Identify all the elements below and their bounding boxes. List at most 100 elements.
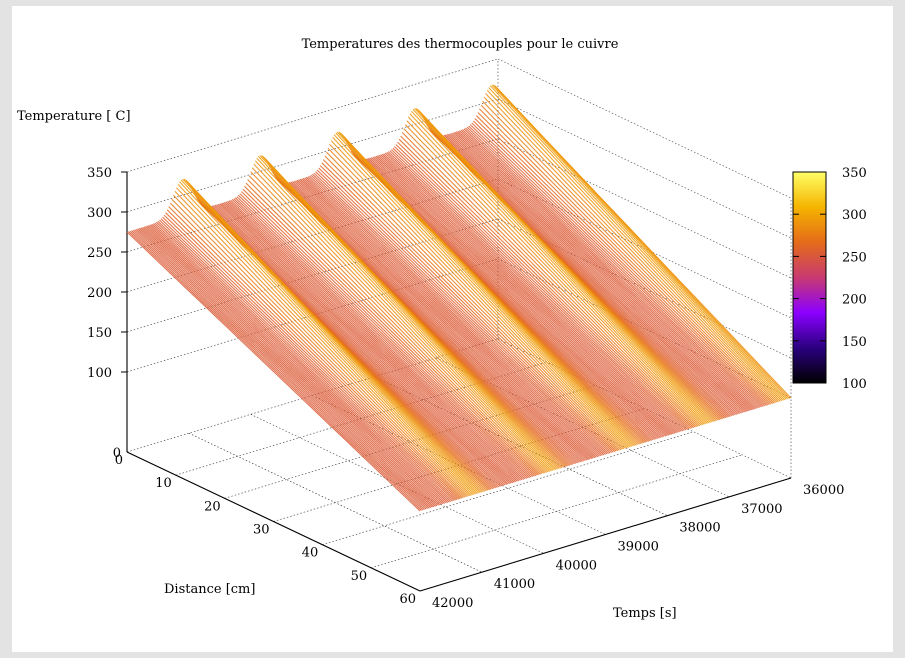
surface-line xyxy=(177,184,472,496)
z-tick-label: 250 xyxy=(87,246,112,261)
surface-line xyxy=(389,150,684,432)
surface-line xyxy=(299,178,594,459)
surface-line xyxy=(166,209,461,500)
surface-line xyxy=(339,132,634,447)
surface-line xyxy=(329,143,623,450)
surface-line xyxy=(208,205,503,487)
surface-line xyxy=(261,155,555,471)
surface-line xyxy=(244,185,538,476)
surface-line xyxy=(363,158,657,440)
surface-line xyxy=(185,179,480,494)
surface-line xyxy=(414,108,708,424)
surface-line xyxy=(176,187,470,497)
surface-line xyxy=(143,226,438,507)
surface-line xyxy=(415,108,710,424)
colorbar-tick-label: 150 xyxy=(842,335,867,350)
surface-line xyxy=(338,131,633,447)
surface-line xyxy=(145,225,439,506)
x-tick-label: 40 xyxy=(302,546,319,561)
surface-line xyxy=(387,151,682,432)
colorbar-tick-label: 200 xyxy=(842,293,867,308)
z-tick-label: 300 xyxy=(87,206,112,221)
surface-line xyxy=(213,205,507,485)
surface-line xyxy=(288,181,583,462)
surface-line xyxy=(324,155,619,452)
surface-line xyxy=(440,135,735,416)
surface-line xyxy=(211,205,506,486)
surface-line xyxy=(168,206,463,499)
surface-line xyxy=(156,221,450,503)
surface-line xyxy=(148,224,442,505)
surface-line xyxy=(173,194,467,498)
surface-line xyxy=(262,156,557,470)
surface-line xyxy=(132,229,427,510)
x-tick-label: 20 xyxy=(204,499,221,514)
surface-line xyxy=(336,131,631,448)
surface-line xyxy=(448,133,742,414)
surface-line xyxy=(482,100,776,404)
surface-line xyxy=(377,155,671,436)
grid-line xyxy=(374,376,668,516)
y-tick-label: 37000 xyxy=(741,502,782,517)
y-axis-line xyxy=(419,477,792,592)
colorbar-tick-label: 250 xyxy=(842,250,867,265)
surface-line xyxy=(146,225,441,506)
surface-line xyxy=(483,96,778,403)
surface-line xyxy=(380,154,674,435)
surface-line xyxy=(373,156,668,437)
surface-line xyxy=(180,179,475,495)
surface-line xyxy=(459,130,753,411)
surface-line xyxy=(183,178,478,494)
surface-line xyxy=(169,202,464,499)
colorbar-tick-label: 100 xyxy=(842,377,867,392)
surface-line xyxy=(366,158,660,439)
surface-line xyxy=(210,205,504,486)
y-tick-label: 38000 xyxy=(679,521,720,536)
surface-line xyxy=(135,228,430,509)
x-tick-label: 60 xyxy=(399,592,416,607)
surface-line xyxy=(333,134,628,449)
grid-line xyxy=(497,218,792,359)
surface-line xyxy=(451,132,745,413)
surface-line xyxy=(465,127,759,409)
surface-line xyxy=(392,147,687,431)
surface-line xyxy=(284,182,579,464)
y-tick-label: 40000 xyxy=(556,558,597,573)
surface-line xyxy=(335,132,630,448)
surface-line xyxy=(231,199,526,480)
surface-line xyxy=(250,171,545,474)
surface-line xyxy=(134,229,429,509)
surface-line xyxy=(330,140,625,450)
surface-line xyxy=(369,157,664,438)
surface-mesh xyxy=(126,84,792,512)
surface-line xyxy=(372,156,667,437)
surface-line xyxy=(151,223,446,504)
surface-plot: Temperatures des thermocouples pour le c… xyxy=(17,37,867,621)
surface-line xyxy=(403,128,698,428)
surface-line xyxy=(446,134,741,414)
surface-line xyxy=(468,125,762,408)
surface-line xyxy=(438,135,733,417)
y-tick-label: 36000 xyxy=(803,483,844,498)
surface-line xyxy=(163,214,458,501)
surface-line xyxy=(154,222,449,503)
surface-line xyxy=(445,134,739,415)
surface-line xyxy=(395,144,690,430)
surface-line xyxy=(460,129,755,410)
surface-line xyxy=(149,224,444,505)
surface-line xyxy=(162,216,456,501)
surface-line xyxy=(443,134,738,415)
surface-line xyxy=(304,177,599,458)
z-tick-label: 0 xyxy=(113,446,121,461)
surface-line xyxy=(234,197,529,479)
surface-line xyxy=(230,199,524,480)
z-tick-label: 150 xyxy=(87,326,112,341)
surface-line xyxy=(219,203,514,484)
surface-line xyxy=(157,220,452,502)
surface-line xyxy=(489,85,784,401)
colorbar-tick-label: 350 xyxy=(842,166,867,181)
surface-line xyxy=(370,157,665,437)
surface-line xyxy=(142,226,436,507)
surface-line xyxy=(406,120,701,427)
surface-line xyxy=(140,227,435,508)
